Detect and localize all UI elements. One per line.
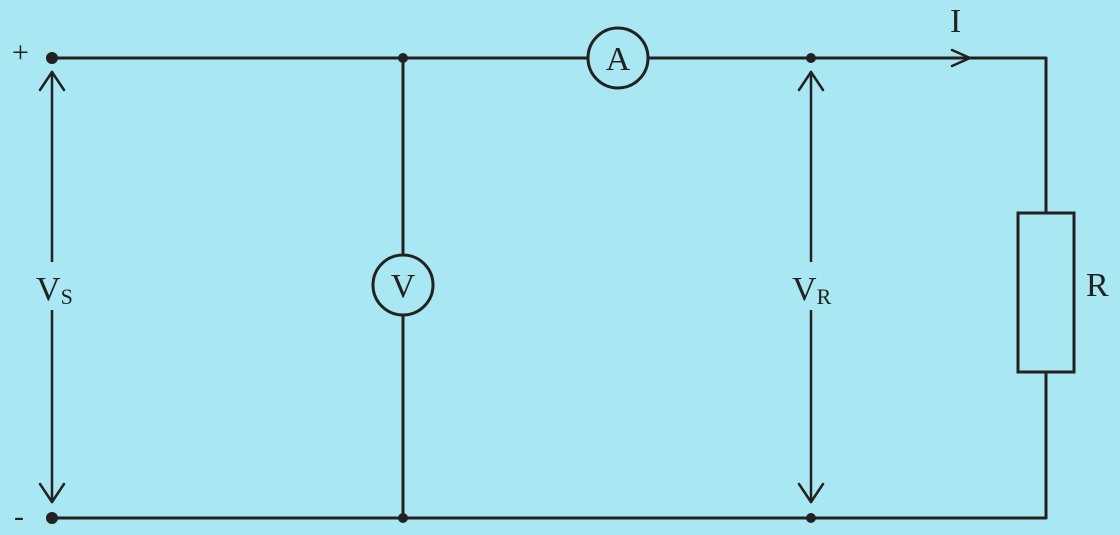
vs-label: VS: [36, 271, 73, 309]
vr-label-sub: R: [817, 284, 832, 309]
voltmeter-symbol: V: [391, 268, 416, 305]
plus-terminal-dot: [46, 52, 58, 64]
current-label: I: [950, 3, 961, 40]
plus-terminal-label: +: [12, 36, 29, 69]
vs-label-sub: S: [61, 284, 73, 309]
vr-arrowhead-down: [797, 482, 825, 504]
vr-label: VR: [792, 271, 832, 309]
junction-top-vr: [806, 53, 816, 63]
vs-arrowhead-down: [38, 482, 66, 504]
vr-label-gap: [788, 262, 840, 310]
junction-bottom-voltmeter: [398, 513, 408, 523]
vr-label-main: V: [792, 271, 817, 308]
current-arrowhead: [950, 48, 972, 68]
minus-terminal-dot: [46, 512, 58, 524]
voltmeter-circle: [371, 253, 435, 317]
junction-top-voltmeter: [398, 53, 408, 63]
minus-terminal-label: -: [14, 500, 24, 533]
ammeter-circle: [586, 26, 650, 90]
ammeter-symbol: A: [606, 41, 631, 78]
vs-arrowhead-up: [38, 70, 66, 92]
vs-label-main: V: [36, 271, 61, 308]
junction-bottom-vr: [806, 513, 816, 523]
vr-arrowhead-up: [797, 70, 825, 92]
vs-label-gap: [30, 262, 80, 310]
resistor-label: R: [1086, 267, 1109, 304]
resistor: [1016, 211, 1076, 374]
